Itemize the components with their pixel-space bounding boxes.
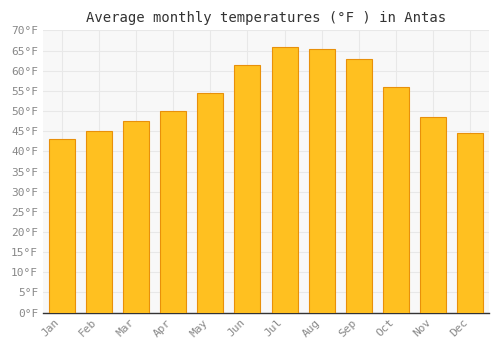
Bar bbox=[346, 59, 372, 313]
Bar bbox=[383, 87, 409, 313]
Bar bbox=[458, 133, 483, 313]
Bar bbox=[234, 65, 260, 313]
Bar bbox=[197, 93, 223, 313]
Bar bbox=[123, 121, 149, 313]
Bar bbox=[308, 49, 334, 313]
Title: Average monthly temperatures (°F ) in Antas: Average monthly temperatures (°F ) in An… bbox=[86, 11, 446, 25]
Bar bbox=[160, 111, 186, 313]
Bar bbox=[48, 139, 74, 313]
Bar bbox=[272, 47, 297, 313]
Bar bbox=[420, 117, 446, 313]
Bar bbox=[86, 131, 112, 313]
